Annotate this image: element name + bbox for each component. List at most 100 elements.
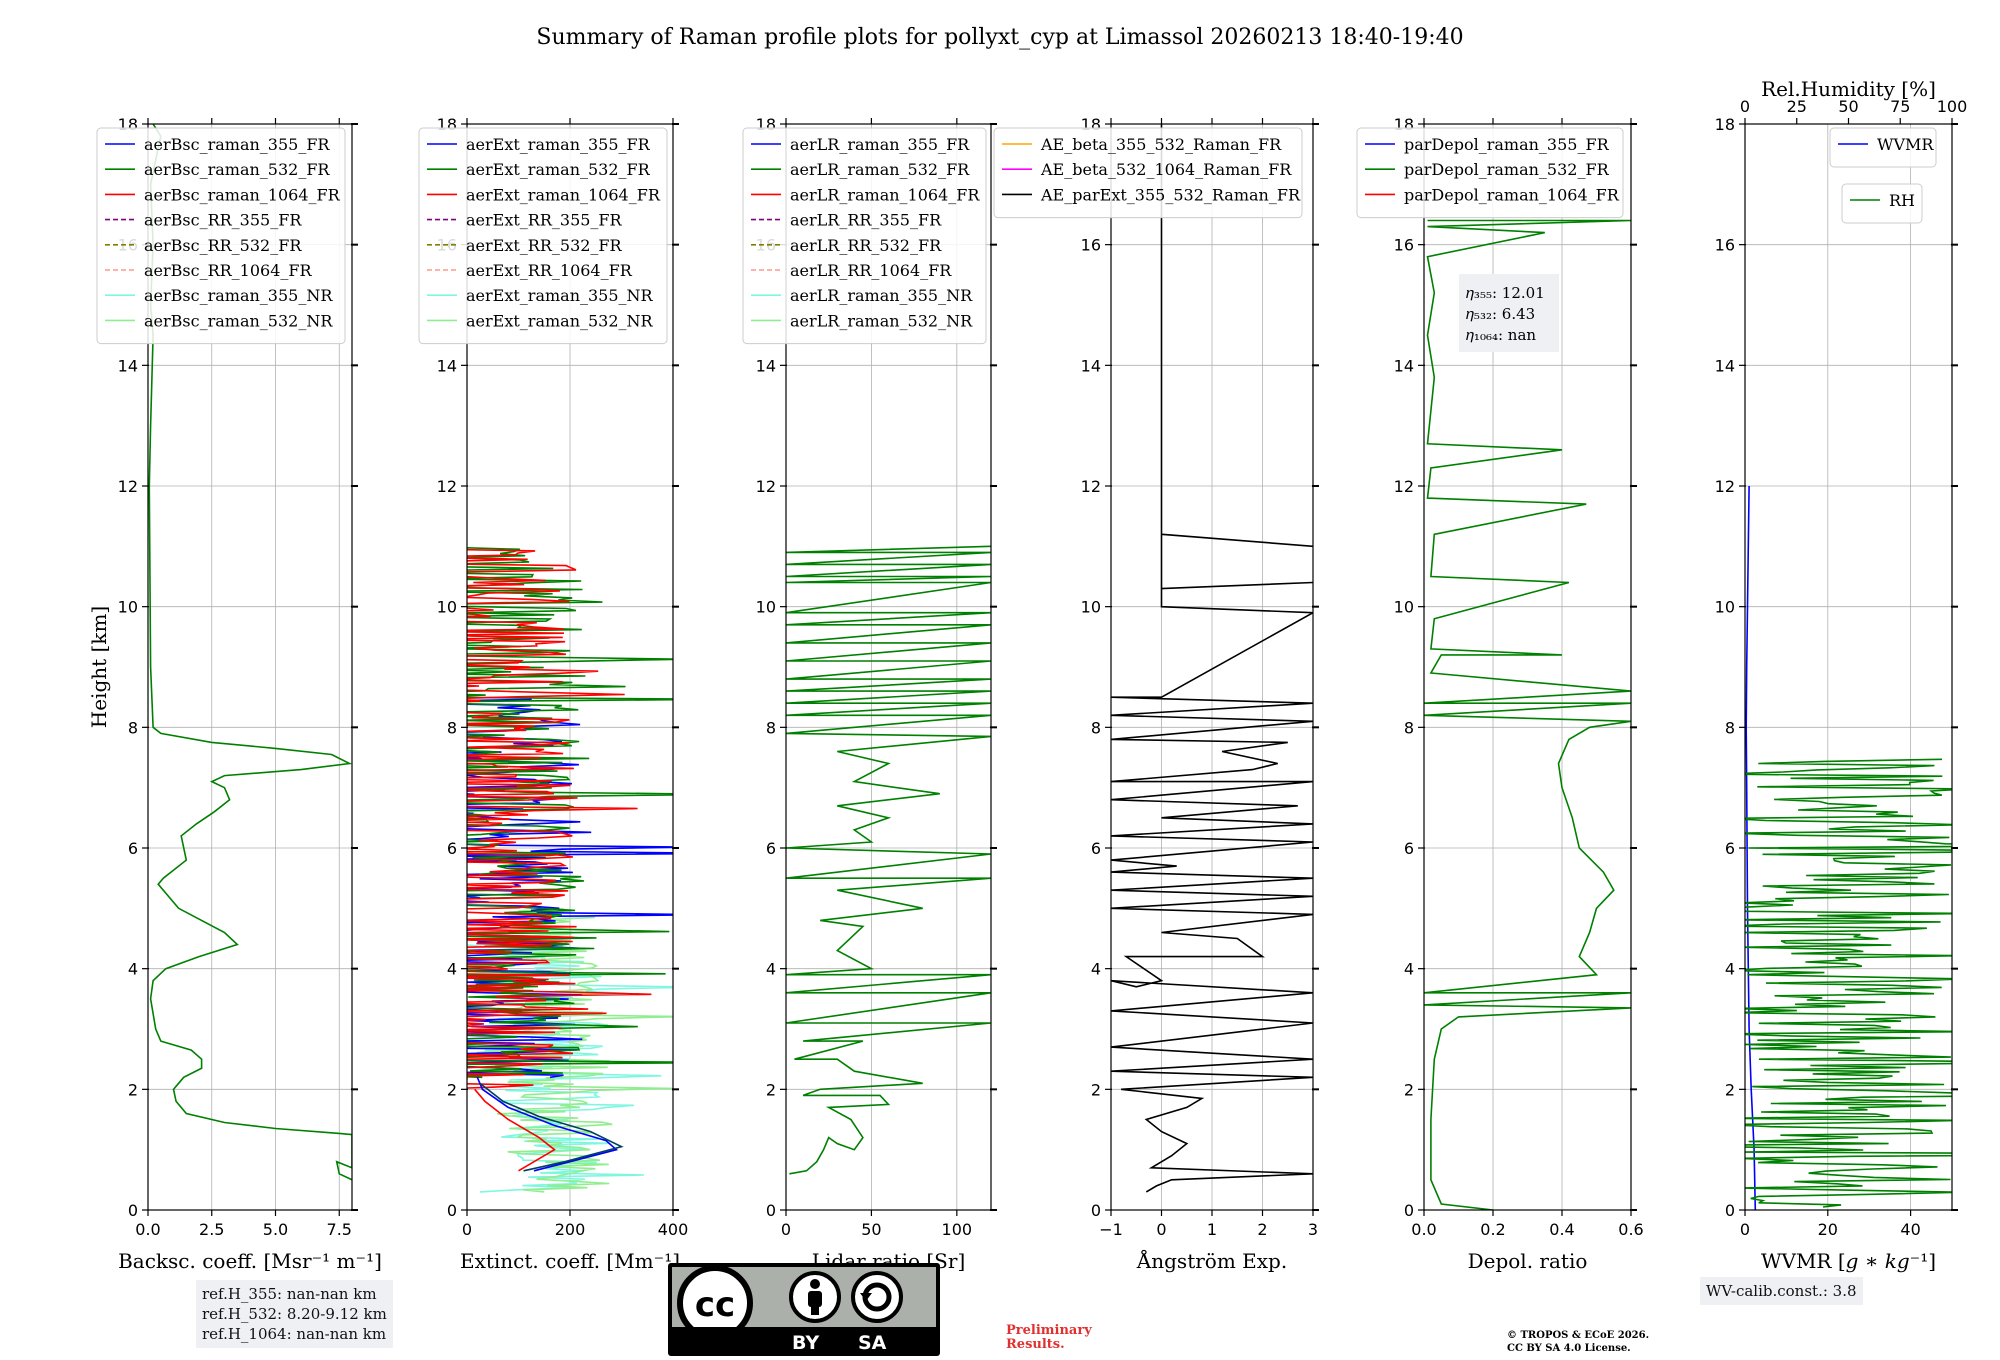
ytick-label: 10 [118, 598, 138, 617]
ytick-label: 12 [437, 477, 457, 496]
ytick-label: 14 [756, 356, 776, 375]
legend-label: aerBsc_raman_532_FR [144, 160, 330, 179]
ytick-label: 12 [1715, 477, 1735, 496]
ytick-label: 10 [437, 598, 457, 617]
y-axis-label: Height [km] [87, 606, 111, 728]
legend: aerExt_raman_355_FR aerExt_raman_532_FRae… [419, 128, 667, 344]
panel-lidar-ratio: 024681012141618050100Lidar ratio [Sr]aer… [743, 115, 997, 1273]
ytick-label: 0 [1725, 1201, 1735, 1220]
legend-label: aerLR_raman_355_NR [790, 286, 973, 305]
legend-label: AE_parExt_355_532_Raman_FR [1040, 185, 1301, 204]
xtick-label: 0 [1740, 1220, 1750, 1239]
xtick-label: 200 [555, 1220, 586, 1239]
legend-label: aerLR_raman_355_FR [790, 135, 970, 154]
legend: parDepol_raman_355_FRparDepol_raman_532_… [1357, 128, 1623, 218]
ytick-label: 16 [1081, 236, 1101, 255]
xtick-label: 0.4 [1549, 1220, 1574, 1239]
ytick-label: 16 [1715, 236, 1735, 255]
x-axis-label: WVMR [𝑔 ∗ 𝑘𝑔⁻¹] [1761, 1249, 1936, 1273]
ytick-label: 0 [128, 1201, 138, 1220]
ytick-label: 4 [128, 960, 138, 979]
xtick-label: −1 [1099, 1220, 1123, 1239]
copyright-line-2: CC BY SA 4.0 License. [1507, 1342, 1649, 1355]
panel-extinction: 0246810121416180200400Extinct. coeff. [M… [395, 115, 735, 1273]
ytick-label: 6 [447, 839, 457, 858]
ytick-label: 8 [1725, 718, 1735, 737]
xtick-label: 1 [1207, 1220, 1217, 1239]
ytick-label: 6 [766, 839, 776, 858]
x-axis-label: Backsc. coeff. [Msr⁻¹ m⁻¹] [118, 1249, 382, 1273]
legend-label: aerBsc_raman_355_FR [144, 135, 330, 154]
top-xtick-label: 100 [1937, 97, 1968, 116]
ytick-label: 0 [1091, 1201, 1101, 1220]
xtick-label: 40 [1900, 1220, 1920, 1239]
legend-label: WVMR [1877, 135, 1934, 154]
xtick-label: 20 [1818, 1220, 1838, 1239]
legend-label: aerBsc_raman_1064_FR [144, 185, 341, 204]
ytick-label: 2 [1725, 1080, 1735, 1099]
ytick-label: 2 [447, 1080, 457, 1099]
legend: AE_beta_355_532_Raman_FR AE_beta_532_1064… [994, 128, 1302, 218]
cc-badge-bottom: BY SA [668, 1329, 940, 1356]
xtick-label: 0.6 [1618, 1220, 1643, 1239]
ytick-label: 4 [766, 960, 776, 979]
sa-share-alike-icon [853, 1273, 901, 1321]
legend-label: parDepol_raman_1064_FR [1404, 185, 1620, 204]
ytick-label: 12 [1394, 477, 1414, 496]
ytick-label: 18 [1715, 115, 1735, 134]
x-axis-label: Depol. ratio [1468, 1249, 1588, 1273]
panels: 0246810121416180.02.55.07.5Backsc. coeff… [87, 77, 2000, 1273]
legend: aerBsc_raman_355_FR aerBsc_raman_532_FRae… [97, 128, 345, 344]
legend-label: aerLR_RR_532_FR [790, 236, 942, 255]
ytick-label: 14 [1394, 356, 1414, 375]
ytick-label: 12 [1081, 477, 1101, 496]
legend-label: aerExt_raman_1064_FR [466, 185, 661, 204]
ytick-label: 8 [128, 718, 138, 737]
legend-label: aerLR_RR_1064_FR [790, 261, 952, 280]
refh-1064: ref.H_1064: nan-nan km [202, 1324, 387, 1344]
xtick-label: 0 [781, 1220, 791, 1239]
legend-label: aerLR_RR_355_FR [790, 211, 942, 230]
xtick-label: 2 [1257, 1220, 1267, 1239]
ytick-label: 10 [1715, 598, 1735, 617]
ytick-label: 10 [1394, 598, 1414, 617]
xtick-label: 100 [942, 1220, 973, 1239]
figure: Summary of Raman profile plots for polly… [0, 0, 2000, 1360]
eta-value-eta1064: 𝜂₁₀₆₄: nan [1466, 326, 1536, 344]
xtick-label: 0.0 [135, 1220, 160, 1239]
refh-532: ref.H_532: 8.20-9.12 km [202, 1304, 387, 1324]
cc-letters: cc [695, 1285, 735, 1325]
xtick-label: 5.0 [263, 1220, 288, 1239]
ytick-label: 2 [1091, 1080, 1101, 1099]
ytick-label: 6 [1404, 839, 1414, 858]
series-line-aerLR_raman_532_FR [786, 546, 991, 1174]
copyright-line-1: © TROPOS & ECoE 2026. [1507, 1329, 1649, 1342]
legend-label: aerBsc_RR_1064_FR [144, 261, 313, 280]
ytick-label: 2 [766, 1080, 776, 1099]
ytick-label: 8 [447, 718, 457, 737]
figure-title: Summary of Raman profile plots for polly… [536, 25, 1463, 50]
ytick-label: 2 [1404, 1080, 1414, 1099]
legend-label: aerLR_raman_1064_FR [790, 185, 980, 204]
wv-calib-const: WV-calib.const.: 3.8 [1706, 1281, 1857, 1301]
legend-label: aerExt_raman_355_FR [466, 135, 651, 154]
copyright-note: © TROPOS & ECoE 2026. CC BY SA 4.0 Licen… [1507, 1329, 1649, 1355]
ytick-label: 4 [1091, 960, 1101, 979]
legend-label: parDepol_raman_532_FR [1404, 160, 1610, 179]
top-axis-label: Rel.Humidity [%] [1761, 77, 1936, 101]
ytick-label: 14 [437, 356, 457, 375]
legend-label: aerLR_raman_532_FR [790, 160, 970, 179]
legend-label: AE_beta_355_532_Raman_FR [1040, 135, 1282, 154]
x-axis-label: Extinct. coeff. [Mm⁻¹] [460, 1249, 680, 1273]
ytick-label: 6 [1091, 839, 1101, 858]
ytick-label: 14 [1715, 356, 1735, 375]
series-line-RH [1662, 759, 2000, 1207]
ytick-label: 14 [118, 356, 138, 375]
series-line-parDepol_raman_532_FR [1424, 221, 1631, 1211]
ytick-label: 2 [128, 1080, 138, 1099]
ytick-label: 10 [756, 598, 776, 617]
ytick-label: 8 [1404, 718, 1414, 737]
preliminary-results-note: Preliminary Results. [1006, 1324, 1092, 1352]
